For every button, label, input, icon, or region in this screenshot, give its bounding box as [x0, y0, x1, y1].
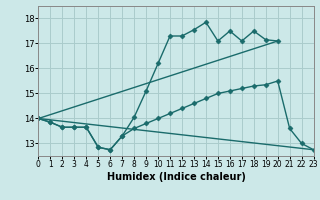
X-axis label: Humidex (Indice chaleur): Humidex (Indice chaleur) [107, 172, 245, 182]
